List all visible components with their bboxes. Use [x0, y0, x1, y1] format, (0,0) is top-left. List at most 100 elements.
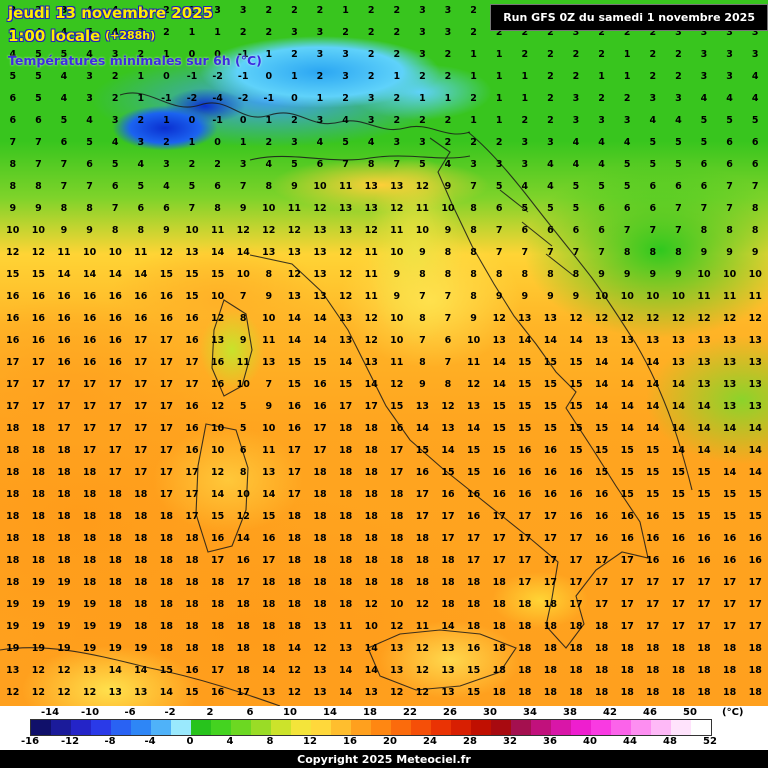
temp-value: 3: [239, 159, 247, 171]
temp-value: 14: [492, 379, 506, 391]
temp-value: 16: [620, 533, 634, 545]
temperature-map[interactable]: 2334432233222122332212332233323445432112…: [0, 0, 768, 706]
temp-value: 1: [265, 49, 273, 61]
temp-value: 18: [134, 621, 148, 633]
temp-value: 15: [569, 357, 583, 369]
temp-value: 15: [697, 489, 711, 501]
temp-value: 6: [598, 225, 605, 237]
legend-color-cell: [31, 720, 51, 735]
temp-value: 17: [466, 555, 481, 567]
temp-value: 8: [751, 225, 759, 237]
temp-value: 17: [620, 555, 634, 567]
temp-value: 18: [722, 643, 737, 655]
temp-value: 16: [210, 533, 225, 545]
temp-value: 3: [572, 115, 580, 127]
temp-value: 18: [82, 511, 97, 523]
temp-value: 17: [134, 467, 148, 479]
temp-value: 9: [623, 269, 631, 281]
temp-value: 3: [291, 27, 298, 39]
temp-value: 13: [722, 379, 737, 391]
temp-value: 3: [367, 93, 375, 105]
temp-value: 18: [159, 555, 173, 567]
temp-row: 19 19 19 19 19 19 18 18 18 18 18 14 12 13 14 13 12 13 16 18…: [0, 638, 768, 660]
temp-value: 15: [518, 357, 532, 369]
temp-value: 15: [543, 423, 557, 435]
temp-value: 17: [108, 423, 122, 435]
temp-value: 16: [57, 357, 71, 369]
temp-value: 7: [9, 137, 17, 149]
temp-value: 18: [338, 467, 353, 479]
temp-value: 17: [108, 401, 122, 413]
temp-value: 2: [444, 49, 452, 61]
temp-value: 6: [495, 203, 503, 215]
temp-value: 14: [287, 335, 301, 347]
temp-value: 15: [287, 379, 301, 391]
temp-value: 4: [598, 159, 605, 171]
temp-value: 5: [9, 71, 17, 83]
temp-value: 13: [466, 401, 481, 413]
temp-row: 12 12 11 10 10 11 12 13 14 14 13 13 13 12 11 10 9 8 8 7 7 7 7 7…: [0, 242, 768, 264]
temp-value: 14: [543, 335, 557, 347]
temp-value: 16: [185, 445, 199, 457]
temp-value: 2: [444, 71, 452, 83]
temp-value: 15: [569, 379, 583, 391]
temp-value: 11: [287, 203, 301, 215]
temp-value: 12: [338, 247, 353, 259]
temp-value: 13: [338, 225, 353, 237]
temp-value: 3: [291, 137, 298, 149]
temp-value: -1: [237, 49, 249, 61]
temp-value: 18: [338, 555, 353, 567]
temp-value: 16: [57, 291, 71, 303]
temp-value: 11: [466, 357, 481, 369]
temp-value: 5: [649, 137, 657, 149]
temp-value: 10: [6, 225, 20, 237]
temp-value: 17: [620, 621, 634, 633]
temp-value: 5: [598, 181, 605, 193]
temp-value: 17: [492, 555, 506, 567]
temp-value: 14: [287, 313, 301, 325]
temp-value: 0: [214, 137, 221, 149]
temp-value: 10: [390, 599, 404, 611]
temp-value: 1: [521, 93, 529, 105]
temp-value: 12: [390, 621, 404, 633]
temp-value: 14: [748, 423, 762, 435]
temp-value: 10: [82, 247, 97, 259]
temp-value: 6: [700, 159, 708, 171]
temp-value: 6: [444, 335, 452, 347]
legend-color-cell: [291, 720, 311, 735]
temp-value: 1: [521, 71, 529, 83]
temp-value: 14: [313, 313, 327, 325]
temp-value: 19: [134, 643, 148, 655]
temp-value: 6: [649, 203, 657, 215]
temp-value: 14: [108, 665, 122, 677]
temp-value: 12: [390, 687, 404, 699]
temp-value: 18: [594, 621, 609, 633]
temp-value: 16: [6, 335, 20, 347]
temp-value: 18: [748, 665, 762, 677]
temp-value: -1: [237, 71, 249, 83]
temp-value: 16: [466, 511, 481, 523]
temp-value: 18: [646, 665, 660, 677]
temp-value: 6: [649, 181, 657, 193]
temp-value: 13: [441, 643, 455, 655]
temp-value: 3: [726, 49, 733, 61]
temp-value: 2: [239, 27, 247, 39]
temp-value: 15: [543, 379, 557, 391]
temp-value: 4: [163, 181, 170, 193]
temp-value: 9: [239, 203, 247, 215]
temp-value: 16: [441, 489, 455, 501]
temp-value: 18: [390, 511, 404, 523]
temp-value: 6: [726, 137, 733, 149]
temp-value: 18: [262, 643, 276, 655]
temp-value: 18: [262, 621, 276, 633]
temp-value: 13: [646, 335, 660, 347]
temp-value: 18: [492, 577, 506, 589]
temp-value: 9: [239, 335, 247, 347]
temp-value: 18: [57, 467, 71, 479]
temp-value: 17: [6, 401, 20, 413]
legend-bottom-label: 36: [543, 736, 557, 747]
temp-value: 12: [466, 379, 481, 391]
temp-row: 13 12 12 13 14 14 15 16 17 18 14 12 13 14 14 13 12 13 15 18…: [0, 660, 768, 682]
temp-value: 12: [287, 269, 301, 281]
temp-value: 18: [646, 687, 660, 699]
